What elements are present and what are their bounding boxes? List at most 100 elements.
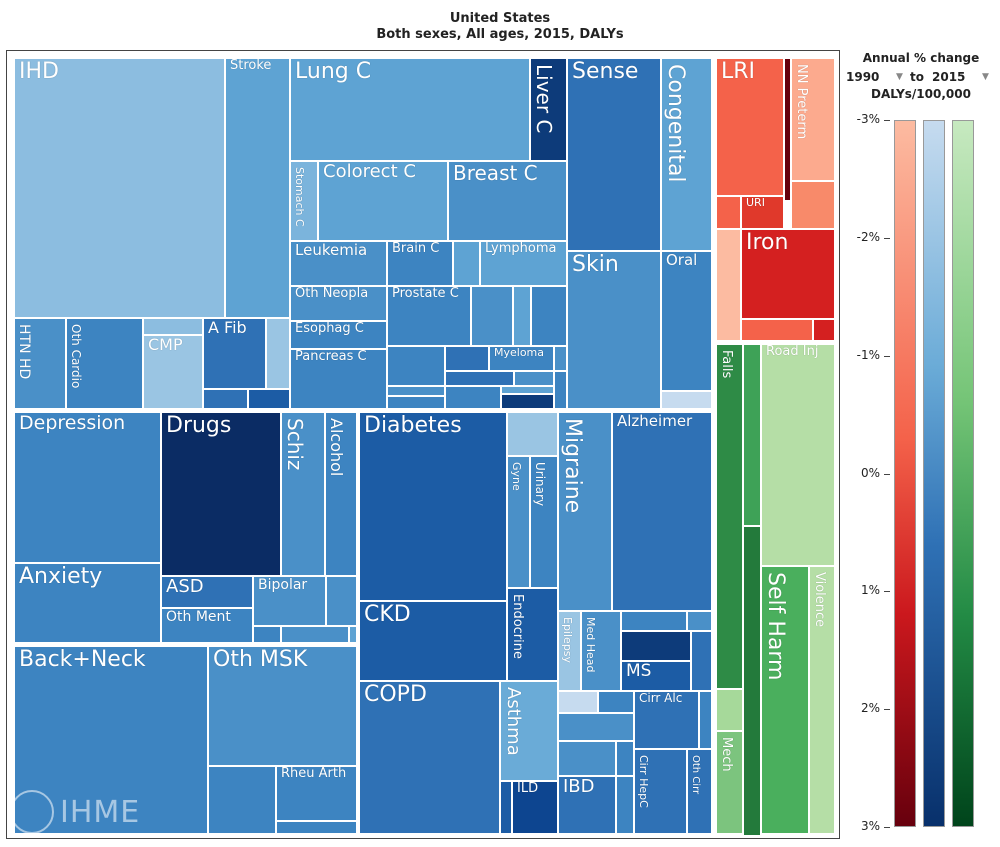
treemap-tile[interactable] [507, 412, 558, 456]
treemap-tile[interactable]: Stroke [225, 58, 290, 318]
treemap-tile[interactable] [445, 346, 489, 371]
treemap-tile[interactable]: Self Harm [761, 566, 809, 834]
treemap-tile[interactable]: A Fib [203, 318, 266, 389]
treemap-tile[interactable]: Drugs [161, 412, 281, 576]
to-year-dropdown-icon[interactable]: ▼ [982, 72, 989, 82]
treemap-tile[interactable]: IBD [558, 776, 616, 834]
treemap-tile[interactable] [741, 319, 813, 341]
treemap-tile[interactable]: Alzheimer [612, 412, 712, 611]
treemap-tile[interactable] [598, 691, 634, 713]
treemap-tile[interactable] [513, 286, 531, 346]
treemap-tile[interactable] [687, 611, 712, 631]
treemap-tile[interactable]: Brain C [387, 241, 453, 286]
treemap-tile[interactable] [531, 286, 567, 346]
treemap-tile[interactable] [558, 691, 598, 713]
treemap-tile[interactable] [387, 386, 445, 396]
treemap-tile[interactable]: Bipolar [253, 576, 326, 626]
treemap-tile[interactable] [621, 631, 691, 661]
treemap-tile[interactable]: Epilepsy [558, 611, 581, 691]
treemap-tile[interactable] [253, 626, 281, 643]
treemap-tile[interactable] [743, 344, 761, 526]
treemap-tile[interactable] [501, 394, 554, 409]
treemap-tile[interactable] [445, 371, 514, 386]
treemap-tile[interactable]: Prostate C [387, 286, 471, 346]
treemap-tile[interactable] [248, 389, 290, 409]
treemap-tile[interactable] [716, 196, 741, 229]
treemap-tile[interactable]: Esophag C [290, 321, 387, 349]
treemap-tile[interactable]: Breast C [448, 161, 567, 241]
treemap-tile[interactable]: IHD [14, 58, 225, 318]
treemap-tile[interactable]: Falls [716, 344, 743, 689]
from-year-dropdown-icon[interactable]: ▼ [896, 72, 903, 82]
treemap-tile[interactable]: Alcohol [325, 412, 357, 576]
treemap-tile[interactable]: Oth Cardio [66, 318, 143, 409]
treemap-tile[interactable] [716, 689, 743, 731]
treemap-tile[interactable]: CKD [359, 601, 507, 681]
treemap-tile[interactable]: Stomach C [290, 161, 318, 241]
treemap-tile[interactable]: Urinary [530, 456, 558, 588]
treemap-tile[interactable]: Oth Neopla [290, 286, 387, 321]
treemap-tile[interactable] [813, 319, 835, 341]
treemap-tile[interactable]: Diabetes [359, 412, 507, 601]
treemap-tile[interactable] [743, 526, 761, 836]
treemap-tile[interactable] [784, 58, 791, 201]
treemap-tile[interactable] [266, 318, 290, 389]
treemap-tile[interactable] [621, 611, 687, 631]
treemap-tile[interactable] [281, 626, 349, 643]
treemap-tile[interactable] [326, 576, 357, 626]
treemap-tile[interactable]: Cirr Alc [634, 691, 699, 749]
treemap-tile[interactable] [699, 691, 712, 749]
treemap-tile[interactable] [716, 229, 741, 341]
treemap-tile[interactable]: LRI [716, 58, 784, 196]
treemap-tile[interactable]: Endocrine [507, 588, 558, 681]
treemap-tile[interactable] [691, 631, 712, 691]
treemap-tile[interactable]: Rheu Arth [276, 766, 357, 821]
treemap-tile[interactable]: Oth Ment [161, 608, 253, 643]
treemap-tile[interactable] [616, 776, 634, 834]
treemap-tile[interactable] [349, 626, 357, 643]
treemap-tile[interactable]: Cirr HepC [634, 749, 687, 834]
treemap-tile[interactable]: Pancreas C [290, 349, 387, 409]
treemap-tile[interactable] [208, 766, 276, 834]
treemap-tile[interactable]: Lung C [290, 58, 530, 161]
treemap-tile[interactable] [453, 241, 480, 286]
treemap-tile[interactable] [143, 318, 203, 335]
treemap-tile[interactable] [616, 741, 634, 776]
treemap-tile[interactable]: Oth Cirr [687, 749, 712, 834]
treemap-tile[interactable]: Schiz [281, 412, 325, 576]
treemap-tile[interactable]: Myeloma [489, 346, 554, 371]
treemap-tile[interactable] [661, 391, 712, 409]
treemap-tile[interactable]: Leukemia [290, 241, 387, 286]
treemap-tile[interactable]: URI [741, 196, 784, 229]
treemap-tile[interactable] [514, 371, 554, 386]
treemap-tile[interactable]: COPD [359, 681, 500, 834]
treemap-tile[interactable]: Liver C [530, 58, 567, 161]
treemap-tile[interactable]: CMP [143, 335, 203, 409]
treemap-tile[interactable]: Mech [716, 731, 743, 834]
treemap-tile[interactable] [387, 396, 445, 409]
treemap-tile[interactable]: Med Head [581, 611, 621, 691]
treemap-tile[interactable]: Skin [567, 251, 661, 409]
treemap-tile[interactable]: MS [621, 661, 691, 691]
treemap-tile[interactable] [471, 286, 513, 346]
treemap-tile[interactable] [791, 181, 835, 229]
treemap-tile[interactable]: NN Preterm [791, 58, 835, 181]
treemap-tile[interactable]: Migraine [558, 412, 612, 611]
treemap-tile[interactable]: HTN HD [14, 318, 66, 409]
treemap-tile[interactable]: Road Inj [761, 344, 835, 566]
treemap-tile[interactable]: Iron [741, 229, 835, 319]
treemap-tile[interactable] [203, 389, 248, 409]
treemap-tile[interactable]: Anxiety [14, 563, 161, 643]
treemap-tile[interactable] [445, 386, 501, 409]
treemap-tile[interactable]: Depression [14, 412, 161, 563]
treemap-tile[interactable]: ASD [161, 576, 253, 608]
treemap-tile[interactable]: Sense [567, 58, 661, 251]
treemap-tile[interactable] [276, 821, 357, 834]
treemap-tile[interactable] [554, 371, 567, 409]
treemap-tile[interactable] [387, 346, 445, 386]
treemap-tile[interactable]: Oth MSK [208, 646, 357, 766]
treemap-tile[interactable] [558, 713, 634, 741]
treemap-tile[interactable]: ILD [512, 781, 558, 834]
treemap-tile[interactable] [500, 781, 512, 834]
treemap-tile[interactable] [558, 741, 616, 776]
